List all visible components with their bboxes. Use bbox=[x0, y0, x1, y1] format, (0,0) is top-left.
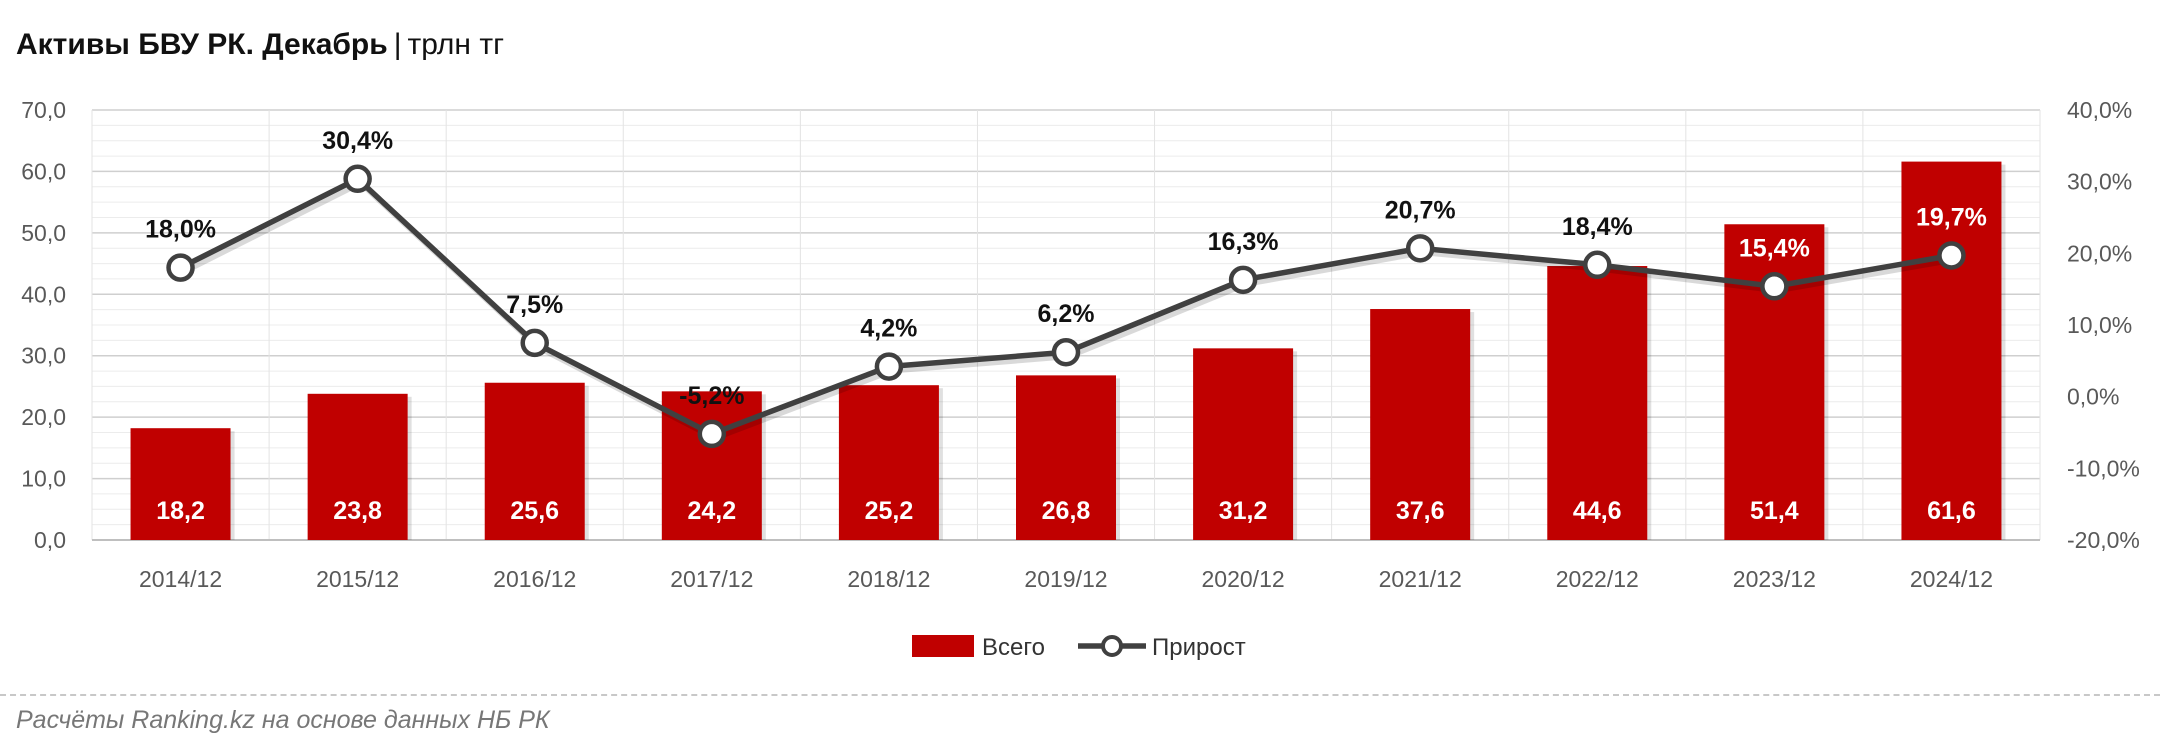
y-left-tick-label: 40,0 bbox=[21, 281, 66, 307]
y-left-tick-label: 10,0 bbox=[21, 466, 66, 492]
growth-marker bbox=[1405, 234, 1435, 263]
growth-marker bbox=[1937, 241, 1966, 270]
bar-total bbox=[1724, 224, 1825, 540]
growth-marker bbox=[1583, 250, 1612, 280]
y-right-tick-label: 10,0% bbox=[2067, 312, 2132, 338]
bar-value-label: 51,4 bbox=[1750, 497, 1799, 525]
bar-value-label: 18,2 bbox=[156, 497, 205, 525]
x-tick-label: 2019/12 bbox=[1024, 566, 1107, 592]
chart-title-main: Активы БВУ РК. Декабрь bbox=[16, 28, 388, 61]
bar-value-label: 24,2 bbox=[687, 497, 736, 525]
y-left-tick-label: 0,0 bbox=[34, 527, 66, 553]
x-tick-label: 2023/12 bbox=[1733, 566, 1816, 592]
legend-marker-growth bbox=[1101, 635, 1123, 657]
bar-total bbox=[1193, 348, 1294, 540]
x-tick-label: 2017/12 bbox=[670, 566, 753, 592]
x-tick-label: 2015/12 bbox=[316, 566, 399, 592]
chart-unit: трлн тг bbox=[407, 28, 505, 61]
y-left-tick-label: 20,0 bbox=[21, 404, 66, 430]
bar-total bbox=[1547, 266, 1648, 540]
y-right-tick-label: -20,0% bbox=[2067, 527, 2140, 553]
y-right-tick-label: -10,0% bbox=[2067, 455, 2140, 481]
x-tick-label: 2022/12 bbox=[1556, 566, 1639, 592]
growth-value-label: 20,7% bbox=[1385, 196, 1456, 224]
growth-value-label: 19,7% bbox=[1916, 203, 1987, 231]
bar-total bbox=[838, 385, 939, 540]
x-tick-label: 2018/12 bbox=[847, 566, 930, 592]
growth-marker bbox=[874, 352, 904, 381]
bar-value-label: 37,6 bbox=[1396, 497, 1445, 525]
x-tick-label: 2021/12 bbox=[1379, 566, 1462, 592]
bar-value-label: 25,6 bbox=[510, 497, 559, 525]
growth-marker bbox=[1228, 265, 1258, 295]
bar-value-label: 23,8 bbox=[333, 497, 382, 525]
growth-value-label: 30,4% bbox=[322, 127, 393, 155]
x-tick-label: 2016/12 bbox=[493, 566, 576, 592]
growth-value-label: 4,2% bbox=[860, 315, 917, 343]
bar-total bbox=[130, 428, 231, 540]
growth-value-label: -5,2% bbox=[679, 382, 744, 410]
y-left-tick-label: 60,0 bbox=[21, 158, 66, 184]
y-right-tick-label: 40,0% bbox=[2067, 97, 2132, 123]
growth-marker bbox=[1760, 272, 1789, 301]
bar-total bbox=[1370, 309, 1471, 540]
growth-marker bbox=[697, 419, 727, 449]
growth-marker bbox=[343, 164, 372, 194]
footer-divider bbox=[0, 694, 2160, 696]
bar-value-label: 31,2 bbox=[1219, 497, 1268, 525]
growth-value-label: 6,2% bbox=[1038, 300, 1095, 328]
y-left-tick-label: 70,0 bbox=[21, 97, 66, 123]
growth-value-label: 18,0% bbox=[145, 216, 216, 244]
y-right-tick-label: 20,0% bbox=[2067, 240, 2132, 266]
bar-total bbox=[484, 382, 585, 540]
growth-marker bbox=[1051, 337, 1081, 367]
bar-total bbox=[1901, 161, 2002, 540]
title-separator: | bbox=[393, 28, 402, 61]
legend-label-total: Всего bbox=[982, 634, 1045, 661]
growth-marker bbox=[520, 328, 549, 358]
x-tick-label: 2014/12 bbox=[139, 566, 222, 592]
growth-value-label: 18,4% bbox=[1562, 213, 1633, 241]
bar-value-label: 25,2 bbox=[865, 497, 914, 525]
growth-value-label: 15,4% bbox=[1739, 234, 1810, 262]
y-left-tick-label: 50,0 bbox=[21, 220, 66, 246]
y-right-tick-label: 30,0% bbox=[2067, 169, 2132, 195]
growth-marker bbox=[166, 253, 195, 282]
x-tick-label: 2020/12 bbox=[1202, 566, 1285, 592]
y-right-tick-label: 0,0% bbox=[2067, 384, 2119, 410]
bar-value-label: 61,6 bbox=[1927, 497, 1976, 525]
bar-total bbox=[307, 393, 408, 540]
y-left-tick-label: 30,0 bbox=[21, 343, 66, 369]
combo-chart: 0,0 10,0 20,0 30,0 40,0 50,0 60,0 70,0 -20,0% -10… bbox=[21, 97, 2140, 661]
growth-value-label: 7,5% bbox=[506, 291, 563, 319]
legend-label-growth: Прирост bbox=[1152, 634, 1246, 661]
x-tick-label: 2024/12 bbox=[1910, 566, 1993, 592]
chart-title: Активы БВУ РК. Декабрь | трлн тг bbox=[16, 28, 504, 62]
source-note: Расчёты Ranking.kz на основе данных НБ Р… bbox=[16, 706, 550, 734]
growth-value-label: 16,3% bbox=[1208, 228, 1279, 256]
bar-value-label: 44,6 bbox=[1573, 497, 1622, 525]
legend-swatch-total bbox=[912, 635, 974, 657]
bar-total bbox=[1016, 375, 1116, 540]
bar-value-label: 26,8 bbox=[1042, 497, 1091, 525]
